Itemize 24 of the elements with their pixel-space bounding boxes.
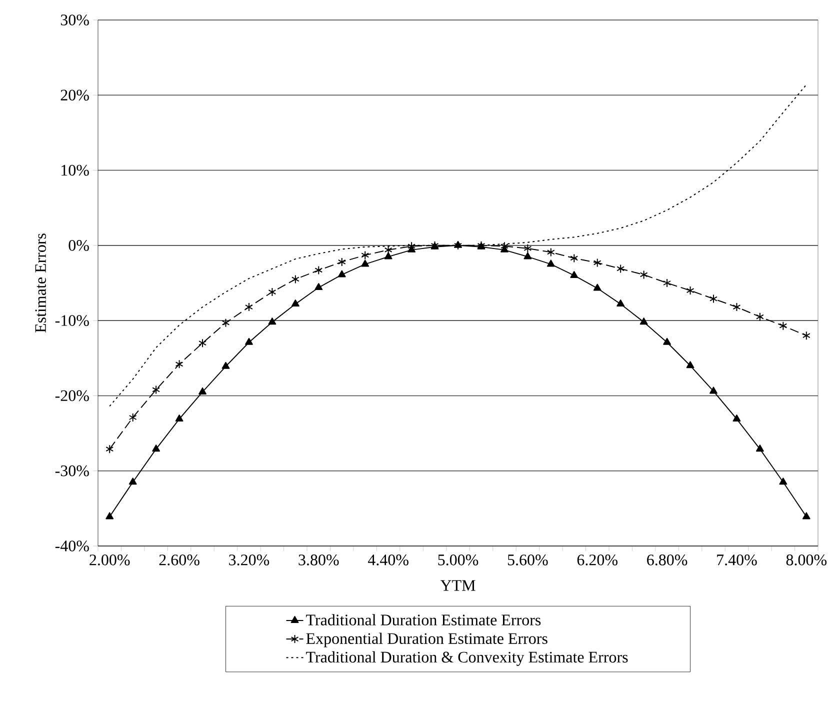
x-tick-label: 2.60%	[159, 554, 200, 566]
legend-label: Traditional Duration & Convexity Estimate Errors	[306, 651, 628, 666]
y-tick-label: 30%	[60, 14, 89, 26]
y-tick-label: -20%	[55, 390, 89, 402]
x-axis-title: YTM	[440, 580, 476, 591]
x-tick-label: 2.00%	[90, 554, 130, 566]
y-tick-label: 20%	[60, 90, 89, 101]
legend-label: Exponential Duration Estimate Errors	[306, 632, 548, 648]
y-tick-label: 0%	[68, 240, 89, 251]
x-tick-label: 4.40%	[368, 554, 408, 566]
x-tick-label: 6.20%	[577, 554, 618, 566]
y-axis-title: Estimate Errors	[35, 234, 46, 333]
legend-label: Traditional Duration Estimate Errors	[306, 614, 541, 626]
x-tick-label: 7.40%	[717, 554, 757, 566]
y-tick-label: -10%	[55, 315, 89, 326]
x-tick-label: 3.20%	[229, 554, 270, 566]
y-tick-label: 10%	[62, 164, 89, 176]
x-tick-label: 5.00%	[438, 554, 478, 566]
x-tick-label: 8.00%	[786, 554, 827, 566]
x-tick-label: 3.80%	[298, 554, 339, 566]
x-tick-label: 5.60%	[508, 554, 548, 566]
x-tick-label: 6.80%	[647, 554, 688, 566]
y-tick-label: -30%	[55, 465, 89, 476]
y-tick-label: -40%	[55, 540, 89, 552]
